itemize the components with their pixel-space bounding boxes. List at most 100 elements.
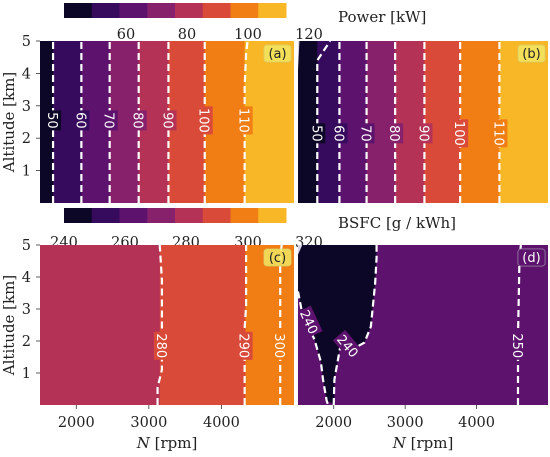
contour-line: [243, 245, 248, 405]
contour-label-bg: [272, 331, 289, 360]
contour-label-text: 90: [159, 112, 174, 129]
panel-a: 50 60 70 80 90 100 110 (a): [40, 41, 294, 203]
colorbar-bsfc: BSFC [g / kWh]240 260 280 300 320: [50, 208, 456, 251]
y-tick-label: 1: [22, 164, 31, 180]
y-tick-label: 5: [22, 34, 31, 50]
panel-b: 50 60 70 80 90 100 110 (b): [298, 41, 548, 203]
contour-label-text: 80: [130, 112, 145, 129]
contour-label-text: 90: [415, 125, 430, 142]
contour-label-bg: [510, 331, 526, 360]
heatmap-band: [280, 245, 294, 405]
colorbar-segment: [258, 208, 287, 223]
contour-label-bg: [387, 123, 404, 144]
contour-label-text: 300: [271, 333, 286, 358]
x-axis-label: N [rpm]: [392, 434, 454, 452]
invalid-region: [298, 41, 300, 71]
contour-line: [332, 245, 378, 405]
x-tick-label: 3000: [387, 415, 424, 431]
panel-label-box: [517, 248, 546, 267]
colorbar-power: Power [kW] 60 80 100 120: [64, 3, 426, 43]
contour-label-text: 70: [101, 112, 116, 129]
contour-label-text: 70: [358, 125, 373, 142]
panel-label-box: [263, 248, 292, 267]
colorbar-tick-label: 100: [234, 27, 262, 43]
contour-label-bg: [236, 106, 253, 135]
contour-line: [243, 41, 249, 203]
colorbar-segment: [175, 208, 204, 223]
colorbar-segment: [91, 208, 120, 223]
x-tick-label: 2000: [58, 415, 95, 431]
heatmap-band: [298, 41, 318, 203]
contour-label: 50: [44, 110, 62, 131]
contour-label-bg: [236, 331, 253, 360]
y-axis-label: Altitude [km]: [0, 275, 18, 376]
colorbar-segment: [91, 3, 120, 18]
contour-label-text: 50: [44, 112, 59, 129]
panel-label-box: [263, 44, 292, 63]
contour-label-bg: [101, 110, 118, 131]
heatmap-band: [245, 245, 282, 405]
contour-label-text: 110: [236, 108, 251, 133]
colorbar-title: BSFC [g / kWh]: [338, 214, 456, 232]
contour-label-bg: [491, 119, 508, 148]
contour-label-text: 50: [308, 125, 323, 142]
y-tick-label: 1: [22, 366, 31, 382]
x-tick-label: 3000: [130, 415, 167, 431]
colorbar-tick-label: 60: [117, 27, 135, 43]
contour-label-bg: [153, 331, 170, 360]
y-tick-label: 2: [22, 131, 31, 147]
panel-label-text: (d): [522, 251, 540, 266]
y-tick-label: 2: [22, 334, 31, 350]
heatmap-band: [317, 41, 340, 203]
y-tick-label: 4: [22, 270, 31, 286]
contour-line: [156, 245, 164, 405]
y-tick-label: 3: [22, 99, 31, 115]
x-tick-label: 2000: [315, 415, 352, 431]
contour-label: 110: [236, 106, 253, 135]
colorbar-segment: [119, 3, 148, 18]
contour-label-bg: [45, 110, 62, 131]
x-axis-label: N [rpm]: [136, 434, 198, 452]
contour-label: 240: [298, 305, 323, 338]
heatmap-region-240: [298, 245, 377, 405]
contour-label-text: 290: [236, 333, 251, 358]
y-tick-label: 3: [22, 302, 31, 318]
contour-label-bg: [358, 123, 375, 144]
x-tick-label: 4000: [203, 415, 240, 431]
contour-label: 90: [415, 123, 433, 144]
contour-label: 90: [159, 110, 177, 131]
contour-label: 290: [236, 331, 253, 360]
contour-label: 70: [358, 123, 375, 144]
contour-label-text: 100: [451, 121, 466, 146]
contour-label-bg: [416, 123, 433, 144]
colorbar-segment: [202, 208, 231, 223]
x-tick-label: 4000: [458, 415, 495, 431]
contour-label-bg: [73, 110, 90, 131]
contour-label-text: 280: [153, 333, 168, 358]
heatmap-band: [159, 245, 246, 405]
colorbar-segment: [230, 3, 259, 18]
panel-label: (a): [263, 44, 292, 63]
y-axis-label: Altitude [km]: [0, 72, 18, 173]
contour-label: 80: [130, 110, 147, 131]
contour-label: 80: [386, 123, 404, 144]
contour-label-text: 60: [72, 112, 87, 129]
contour-label: 250: [509, 331, 526, 360]
contour-label-bg: [160, 110, 177, 131]
contour-label-text: 60: [330, 125, 345, 142]
contour-label-bg: [452, 119, 469, 148]
contour-label-bg: [332, 329, 364, 362]
contour-label-bg: [331, 123, 348, 144]
contour-label: 70: [101, 110, 118, 131]
panel-label: (c): [263, 248, 292, 267]
contour-label-text: 100: [196, 108, 211, 133]
panel-label-text: (a): [268, 47, 286, 62]
panel-label-text: (b): [522, 47, 540, 62]
contour-label-bg: [309, 123, 326, 144]
contour-label: 280: [153, 331, 170, 360]
heatmap-band: [519, 245, 548, 405]
contour-label: 60: [72, 110, 90, 131]
colorbar-title: Power [kW]: [338, 8, 426, 26]
contour-label: 110: [490, 119, 508, 148]
